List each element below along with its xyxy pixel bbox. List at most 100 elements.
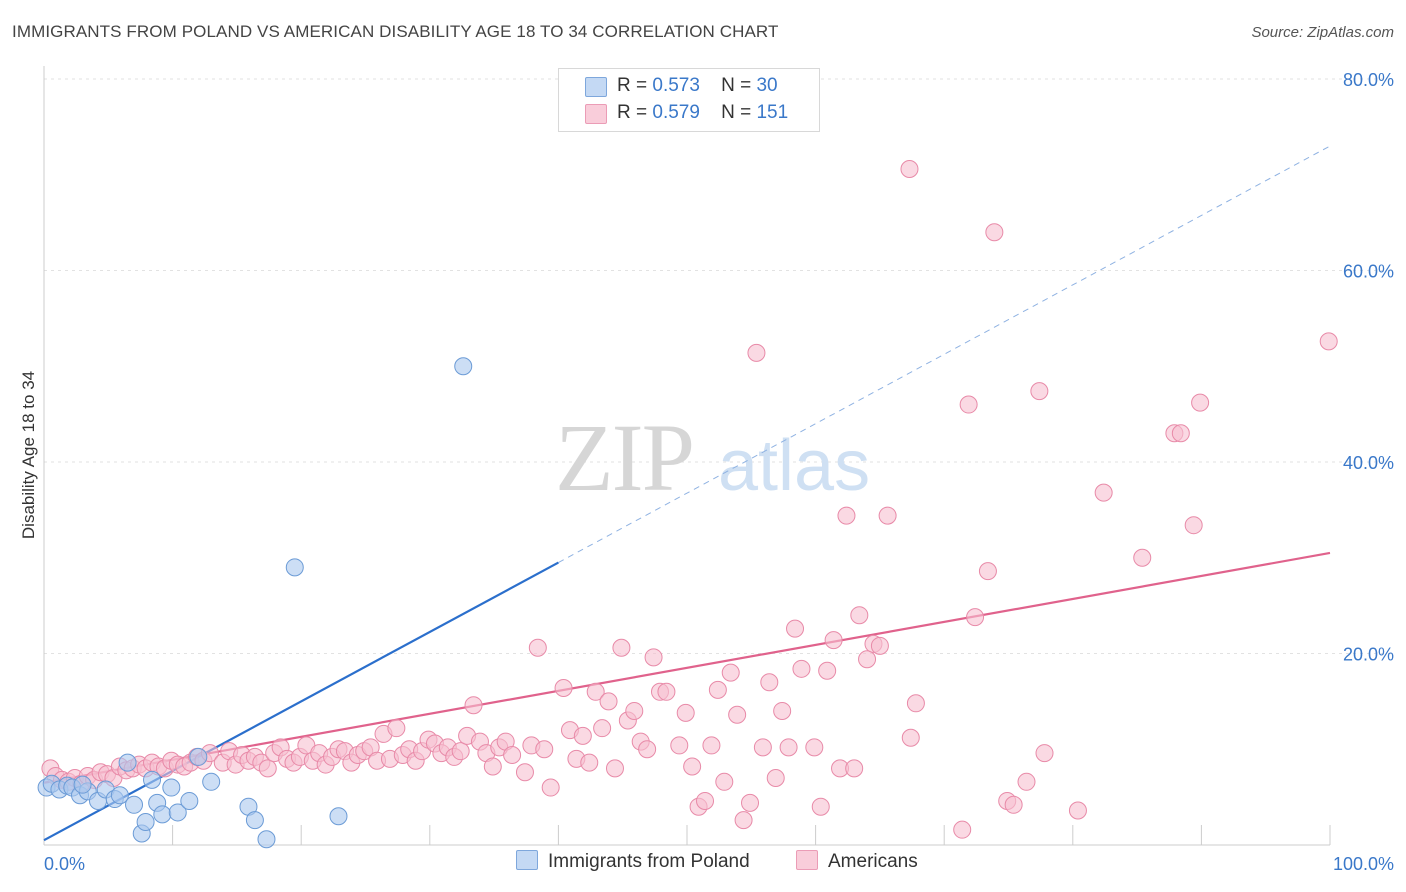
point-americans [786, 619, 805, 638]
point-poland [143, 770, 162, 789]
point-americans [258, 759, 277, 778]
legend-swatch-americans [585, 104, 607, 124]
point-americans [734, 811, 753, 830]
legend-n-label: N = [721, 102, 752, 123]
legend-swatch-poland [585, 77, 607, 97]
point-poland [180, 791, 199, 810]
point-americans [1035, 744, 1054, 763]
legend-r-label: R = [617, 102, 648, 123]
chart-title: IMMIGRANTS FROM POLAND VS AMERICAN DISAB… [12, 22, 779, 41]
point-poland [189, 747, 208, 766]
point-americans [696, 791, 715, 810]
point-americans [535, 740, 554, 759]
point-poland [454, 357, 473, 376]
y-tick-label: 80.0% [1343, 70, 1394, 90]
point-americans [901, 728, 920, 747]
point-americans [1068, 801, 1087, 820]
point-americans [959, 395, 978, 414]
point-americans [978, 562, 997, 581]
point-poland [168, 803, 187, 822]
series-swatch-poland [516, 850, 538, 870]
point-americans [1319, 332, 1338, 351]
point-poland [329, 807, 348, 826]
point-americans [1094, 483, 1113, 502]
point-poland [285, 558, 304, 577]
point-americans [870, 636, 889, 655]
legend: R = 0.573 N = 30 R = 0.579 N = 151 [558, 68, 820, 132]
point-americans [387, 719, 406, 738]
point-americans [464, 696, 483, 715]
series-legend-poland: Immigrants from Poland [516, 850, 750, 873]
point-americans [483, 757, 502, 776]
point-americans [837, 506, 856, 525]
point-americans [1004, 795, 1023, 814]
point-americans [554, 678, 573, 697]
point-americans [528, 638, 547, 657]
point-americans [580, 753, 599, 772]
point-americans [1191, 393, 1210, 412]
series-name-americans: Americans [828, 851, 918, 872]
point-americans [779, 738, 798, 757]
point-americans [766, 768, 785, 787]
y-tick-label: 20.0% [1343, 645, 1394, 665]
point-americans [760, 673, 779, 692]
point-americans [824, 631, 843, 650]
point-americans [773, 701, 792, 720]
trend-lines [43, 145, 1331, 842]
legend-r-value: 0.573 [652, 75, 700, 96]
legend-r-label: R = [617, 75, 648, 96]
y-tick-label: 40.0% [1343, 453, 1394, 473]
watermark-zip: ZIP [555, 404, 693, 511]
watermark: ZIP atlas [555, 404, 870, 511]
point-americans [1171, 424, 1190, 443]
point-americans [715, 772, 734, 791]
watermark-atlas: atlas [718, 426, 870, 506]
point-americans [953, 820, 972, 839]
point-poland [245, 811, 264, 830]
point-americans [451, 742, 470, 761]
point-americans [878, 506, 897, 525]
point-poland [110, 786, 129, 805]
point-americans [805, 738, 824, 757]
point-americans [503, 745, 522, 764]
legend-n-label: N = [721, 75, 752, 96]
point-poland [257, 830, 276, 849]
point-poland [162, 778, 181, 797]
point-americans [906, 694, 925, 713]
point-americans [599, 692, 618, 711]
point-americans [702, 736, 721, 755]
point-poland [153, 805, 172, 824]
point-poland [202, 772, 221, 791]
point-americans [670, 736, 689, 755]
point-poland [118, 753, 137, 772]
point-americans [900, 160, 919, 179]
point-americans [625, 701, 644, 720]
legend-r-value: 0.579 [652, 102, 700, 123]
legend-n-value: 151 [756, 102, 789, 123]
point-poland [125, 795, 144, 814]
series-swatch-americans [796, 850, 818, 870]
y-tick-label: 60.0% [1343, 262, 1394, 282]
series-legend-americans: Americans [796, 850, 918, 873]
point-americans [638, 740, 657, 759]
point-poland [73, 775, 92, 794]
point-americans [605, 759, 624, 778]
point-americans [573, 726, 592, 745]
point-americans [1184, 516, 1203, 535]
point-americans [612, 638, 631, 657]
data-points [37, 160, 1338, 849]
point-americans [721, 663, 740, 682]
point-americans [818, 661, 837, 680]
grid-lines [44, 78, 1394, 654]
trend-line-poland-extension [558, 145, 1331, 563]
point-americans [1017, 772, 1036, 791]
point-americans [683, 757, 702, 776]
point-americans [541, 778, 560, 797]
point-americans [1030, 382, 1049, 401]
point-americans [1133, 548, 1152, 567]
point-americans [708, 680, 727, 699]
point-americans [515, 763, 534, 782]
point-americans [747, 343, 766, 362]
point-poland [136, 813, 155, 832]
